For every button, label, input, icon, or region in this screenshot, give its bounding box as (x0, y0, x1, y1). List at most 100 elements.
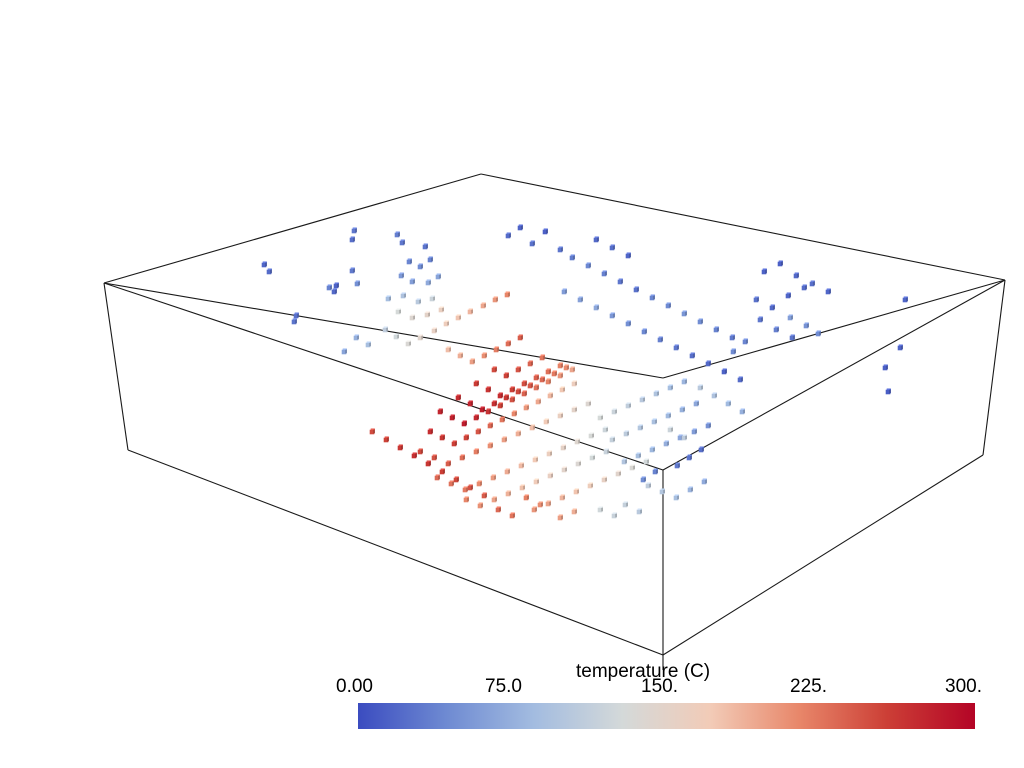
scatter-point (557, 372, 563, 379)
scatter-point (467, 400, 473, 407)
scatter-point (505, 490, 511, 497)
scatter-point (515, 430, 521, 437)
scatter-point (885, 388, 891, 395)
scatter-point (667, 384, 673, 391)
scatter-point (667, 426, 673, 433)
scatter-point (435, 273, 441, 280)
scatter-point (803, 322, 809, 329)
scatter-point (697, 384, 703, 391)
scatter-point (529, 424, 535, 431)
scatter-point (643, 458, 649, 465)
box-edge-bottom-front-right (662, 454, 984, 656)
scatter-point (609, 436, 615, 443)
scatter-point (611, 408, 617, 415)
scatter-point (557, 246, 563, 253)
scatter-point (882, 364, 888, 371)
scatter-point (425, 460, 431, 467)
scatter-point (681, 434, 687, 441)
scatter-point (521, 390, 527, 397)
scatter-point (383, 436, 389, 443)
scatter-point (629, 464, 635, 471)
scatter-point (455, 394, 461, 401)
scatter-point (411, 452, 417, 459)
scatter-point (463, 434, 469, 441)
scatter-point (495, 506, 501, 513)
scatter-point (515, 366, 521, 373)
scatter-point (532, 456, 538, 463)
scatter-point (623, 430, 629, 437)
scatter-point (490, 474, 496, 481)
scatter-point (557, 412, 563, 419)
scatter-point (825, 288, 831, 295)
scatter-point (531, 506, 537, 513)
scatter-point (291, 318, 297, 325)
scatter-point (739, 408, 745, 415)
scatter-point (687, 486, 693, 493)
scatter-point (539, 354, 545, 361)
scatter-point (415, 298, 421, 305)
scatter-point (557, 362, 563, 369)
scatter-point (393, 333, 399, 340)
scatter-point (801, 284, 807, 291)
scatter-point (559, 386, 565, 393)
scatter-point (585, 400, 591, 407)
scatter-point (757, 316, 763, 323)
scatter-point (577, 296, 583, 303)
scatter-point (547, 472, 553, 479)
colorbar-tick-label-1: 75.0 (485, 676, 522, 697)
scatter-point (815, 330, 821, 337)
scatter-point (469, 358, 475, 365)
scatter-point (485, 386, 491, 393)
scatter-point (497, 402, 503, 409)
scatter-point (698, 446, 704, 453)
scatter-point (705, 422, 711, 429)
scatter-point (341, 348, 347, 355)
scatter-point (679, 406, 685, 413)
scatter-point (326, 284, 332, 291)
scatter-point (439, 468, 445, 475)
scatter-point (561, 288, 567, 295)
scatter-point (674, 462, 680, 469)
scatter-point (657, 336, 663, 343)
scatter-point (546, 450, 552, 457)
scatter-point (382, 326, 388, 333)
scatter-point (331, 288, 337, 295)
scatter-point (737, 376, 743, 383)
scatter-point (777, 260, 783, 267)
scatter-point (673, 494, 679, 501)
scatter-point (571, 406, 577, 413)
scatter-point (721, 368, 727, 375)
scatter-point (385, 295, 391, 302)
scatter-point (527, 360, 533, 367)
scatter-point (422, 243, 428, 250)
scatter-point (543, 418, 549, 425)
scatter-point (517, 224, 523, 231)
scatter-point (293, 312, 299, 319)
scatter-point (633, 286, 639, 293)
scatter-point (742, 338, 748, 345)
scatter-point (417, 448, 423, 455)
colorbar-gradient[interactable] (358, 703, 975, 729)
scatter-point (593, 236, 599, 243)
scatter-point (787, 314, 793, 321)
scatter-point (602, 426, 608, 433)
scatter-point (463, 496, 469, 503)
colorbar-tick-label-3: 225. (790, 676, 827, 697)
scatter-point (725, 400, 731, 407)
scatter-point (417, 263, 423, 270)
scatter-point (651, 418, 657, 425)
scatter-point (473, 448, 479, 455)
scatter-point (431, 327, 437, 334)
scatter-point (523, 404, 529, 411)
scatter-point (475, 428, 481, 435)
scatter-point (681, 310, 687, 317)
scatter-point (515, 388, 521, 395)
scatter-point (533, 384, 539, 391)
scatter-point (691, 428, 697, 435)
scatter-point (547, 392, 553, 399)
bounding-box-wireframe (103, 173, 1006, 670)
scatter-point (539, 376, 545, 383)
scatter-point (545, 378, 551, 385)
scatter-point (560, 444, 566, 451)
